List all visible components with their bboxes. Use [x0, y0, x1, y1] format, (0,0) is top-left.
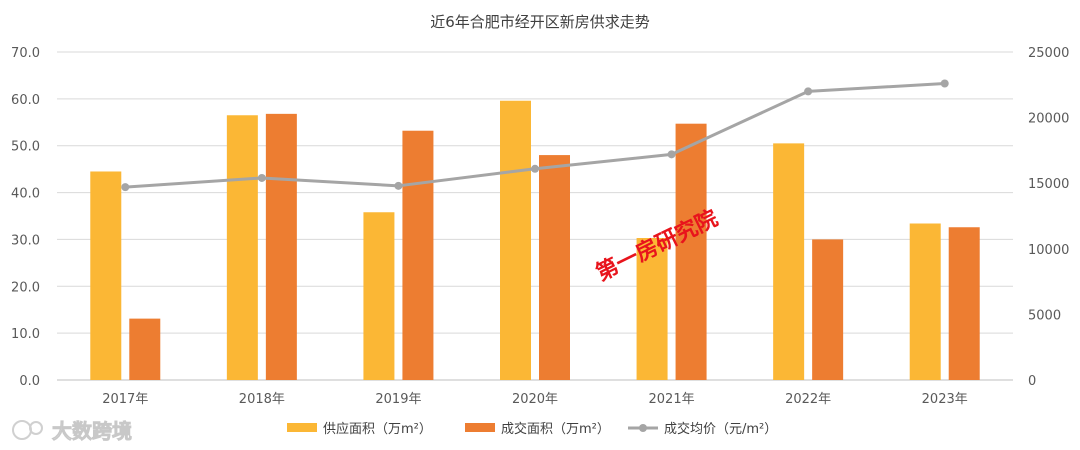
left-axis-tick-label: 50.0 — [11, 140, 40, 155]
legend-label: 成交均价（元/m²） — [664, 421, 777, 437]
legend-swatch — [287, 423, 317, 432]
right-axis-tick-label: 0 — [1028, 374, 1036, 389]
bar-supply — [226, 115, 258, 380]
bar-series — [90, 100, 980, 380]
x-axis-tick-label: 2019年 — [375, 392, 421, 407]
left-axis-tick-label: 20.0 — [11, 280, 40, 295]
brand-logo: 大数跨境 — [12, 419, 132, 443]
bar-supply — [363, 212, 395, 380]
x-axis-tick-label: 2021年 — [649, 392, 695, 407]
bar-supply — [500, 100, 531, 380]
x-axis-tick-label: 2022年 — [785, 392, 831, 407]
brand-icon-dot — [29, 421, 43, 435]
x-axis-tick-label: 2020年 — [512, 392, 558, 407]
legend-label: 成交面积（万m²） — [501, 421, 610, 437]
left-axis-tick-label: 40.0 — [11, 187, 40, 202]
bar-transaction — [675, 123, 707, 380]
price-point — [667, 150, 676, 159]
legend: 供应面积（万m²） 成交面积（万m²） 成交均价（元/m²） — [287, 421, 777, 437]
left-axis-tick-label: 60.0 — [11, 93, 40, 108]
left-y-axis: 0.0 10.0 20.0 30.0 40.0 50.0 60.0 70.0 — [11, 46, 40, 389]
price-point — [531, 164, 539, 173]
right-axis-tick-label: 10000 — [1028, 243, 1069, 258]
left-axis-tick-label: 70.0 — [11, 46, 40, 61]
x-axis-tick-label: 2023年 — [922, 392, 968, 407]
line-series — [121, 79, 949, 192]
right-axis-tick-label: 20000 — [1028, 112, 1069, 127]
bar-supply — [636, 238, 668, 380]
legend-swatch — [465, 423, 495, 432]
right-axis-tick-label: 25000 — [1028, 46, 1069, 61]
left-axis-tick-label: 30.0 — [11, 233, 40, 248]
legend-label: 供应面积（万m²） — [323, 421, 432, 437]
chart-title: 近6年合肥市经开区新房供求走势 — [430, 13, 650, 31]
bar-supply — [90, 171, 122, 380]
brand-text: 大数跨境 — [52, 419, 132, 443]
bar-transaction — [812, 239, 844, 380]
right-y-axis: 0 5000 10000 15000 20000 25000 — [1028, 46, 1069, 389]
right-axis-tick-label: 15000 — [1028, 177, 1069, 192]
bar-transaction — [265, 113, 297, 380]
price-point — [394, 181, 403, 190]
bar-supply — [909, 223, 941, 380]
bar-transaction — [129, 318, 161, 380]
brand-icon — [12, 420, 32, 440]
price-point — [257, 173, 266, 182]
bar-supply — [773, 143, 805, 380]
left-axis-tick-label: 0.0 — [19, 374, 40, 389]
left-axis-tick-label: 10.0 — [11, 327, 40, 342]
bar-transaction — [402, 130, 434, 380]
x-axis-tick-label: 2018年 — [239, 392, 285, 407]
price-point — [804, 87, 813, 96]
x-axis-tick-label: 2017年 — [102, 392, 148, 407]
bar-transaction — [539, 155, 570, 380]
x-axis: 2017年 2018年 2019年 2020年 2021年 2022年 2023年 — [102, 392, 968, 407]
legend-marker — [639, 424, 647, 432]
price-point — [940, 79, 949, 88]
right-axis-tick-label: 5000 — [1028, 308, 1061, 323]
bar-transaction — [948, 227, 980, 380]
price-point — [121, 183, 130, 192]
gridlines — [57, 51, 1013, 381]
